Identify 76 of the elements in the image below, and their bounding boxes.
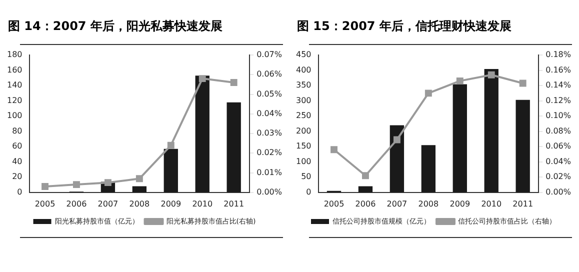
point [104,179,112,186]
bar [164,148,178,192]
point [136,175,143,182]
x-tick-label: 2009 [160,199,182,208]
y-tick-label: 50 [301,172,312,182]
y-tick-label: 100 [6,111,22,120]
y2-tick-label: 0.05% [256,89,282,98]
point [167,142,174,149]
point [198,75,206,82]
x-tick-label: 2007 [386,199,408,208]
point [424,90,432,97]
y2-tick-label: 0.00% [256,187,282,196]
bar [516,100,530,192]
y-tick-label: 40 [12,156,22,166]
point [330,146,338,154]
y-tick-label: 350 [296,80,312,90]
point [42,183,48,190]
y-tick-label: 0 [17,187,22,196]
point [393,136,400,144]
point [519,80,526,87]
bar [421,145,436,192]
chart-title: 图 15：2007 年后，信托理财快速发展 [296,18,512,35]
x-tick-label: 2011 [224,199,244,208]
x-tick-label: 2006 [355,199,376,208]
chart-title: 图 14：2007 年后，阳光私募快速发展 [7,18,224,35]
y-tick-label: 60 [12,142,22,151]
y2-tick-label: 0.02% [546,172,572,182]
bar [226,102,241,192]
y-tick-label: 120 [6,96,22,105]
y-tick-label: 400 [296,65,312,74]
y2-tick-label: 0.14% [546,80,572,90]
y-tick-label: 300 [296,96,312,105]
point [362,172,369,180]
y2-tick-label: 0.18% [546,50,572,60]
x-tick-label: 2005 [34,199,56,208]
y2-tick-label: 0.16% [546,65,572,74]
y-tick-label: 450 [296,50,312,60]
bar [390,125,404,192]
y2-tick-label: 0.00% [546,187,572,196]
x-tick-label: 2010 [192,199,213,208]
x-tick-label: 2010 [481,199,502,208]
y-tick-label: 80 [12,126,22,136]
y-tick-label: 20 [12,172,22,182]
y-tick-label: 160 [6,65,22,74]
bar [484,69,498,192]
point [456,77,464,84]
x-tick-label: 2007 [98,199,118,208]
point [230,79,238,86]
x-tick-label: 2008 [129,199,150,208]
y-tick-label: 140 [6,80,22,90]
y2-tick-label: 0.04% [546,156,572,166]
x-tick-label: 2005 [324,199,344,208]
y2-tick-label: 0.02% [256,148,282,158]
x-tick-label: 2008 [418,199,439,208]
y-tick-label: 0 [306,187,312,196]
y2-tick-label: 0.12% [546,96,572,105]
y2-tick-label: 0.10% [546,111,572,120]
y-tick-label: 150 [296,142,312,151]
y2-tick-label: 0.06% [256,70,282,79]
y-tick-label: 180 [6,50,22,60]
y2-tick-label: 0.01% [256,168,282,177]
y2-tick-label: 0.08% [546,126,572,136]
point [73,181,80,188]
y2-tick-label: 0.04% [256,108,282,118]
y-tick-label: 250 [296,111,312,120]
bar [195,76,210,192]
x-tick-label: 2009 [450,199,470,208]
y2-tick-label: 0.07% [256,50,282,60]
bar [452,84,467,192]
y2-tick-label: 0.03% [256,128,282,138]
x-tick-label: 2006 [66,199,87,208]
x-tick-label: 2011 [512,199,534,208]
point [488,71,495,78]
y-tick-label: 100 [296,156,312,166]
y2-tick-label: 0.06% [546,142,572,151]
y-tick-label: 200 [296,126,312,136]
